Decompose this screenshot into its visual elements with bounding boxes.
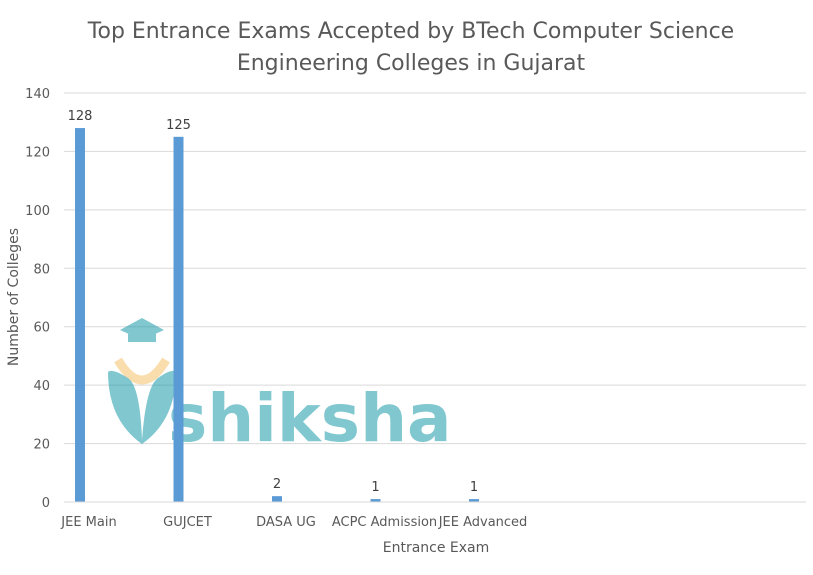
data-label: 1 <box>470 480 478 495</box>
x-axis-label: Entrance Exam <box>383 540 490 556</box>
x-tick-label: ACPC Admission <box>332 515 437 530</box>
y-axis-label: Number of Colleges <box>6 228 22 366</box>
bar <box>75 128 85 503</box>
logo-arc-icon <box>114 357 170 385</box>
data-label: 2 <box>273 477 281 492</box>
chart-title-line-2: Engineering Colleges in Gujarat <box>237 51 586 76</box>
x-tick-label: DASA UG <box>256 515 316 530</box>
bar <box>173 136 184 503</box>
y-tick-label: 20 <box>33 438 50 453</box>
bar <box>370 499 381 502</box>
bars <box>75 128 479 503</box>
watermark-text: shiksha <box>168 380 452 457</box>
logo-heart-icon <box>108 370 176 444</box>
x-axis-tick-labels: JEE Main GUJCET DASA UG ACPC Admission JEE A… <box>60 515 527 530</box>
cap-base-icon <box>128 334 156 342</box>
x-tick-label: JEE Advanced <box>438 515 528 530</box>
y-tick-label: 0 <box>42 496 50 511</box>
bar <box>469 499 479 502</box>
shiksha-watermark-logo: shiksha <box>108 318 452 457</box>
bar <box>272 496 282 502</box>
data-labels: 128 125 2 1 1 <box>68 109 479 495</box>
y-tick-label: 120 <box>25 145 50 160</box>
y-axis-ticks: 0 20 40 60 80 100 120 140 <box>25 87 50 511</box>
data-label: 128 <box>68 109 93 124</box>
x-tick-label: GUJCET <box>163 515 212 530</box>
x-tick-label: JEE Main <box>60 515 116 530</box>
y-tick-label: 80 <box>33 262 50 277</box>
gridlines <box>64 92 806 445</box>
y-tick-label: 40 <box>33 379 50 394</box>
data-label: 1 <box>371 480 379 495</box>
chart-title-line-1: Top Entrance Exams Accepted by BTech Com… <box>87 19 734 44</box>
data-label: 125 <box>166 118 191 133</box>
y-tick-label: 140 <box>25 87 50 102</box>
y-tick-label: 100 <box>25 204 50 219</box>
y-tick-label: 60 <box>33 321 50 336</box>
chart-title: Top Entrance Exams Accepted by BTech Com… <box>87 19 734 76</box>
